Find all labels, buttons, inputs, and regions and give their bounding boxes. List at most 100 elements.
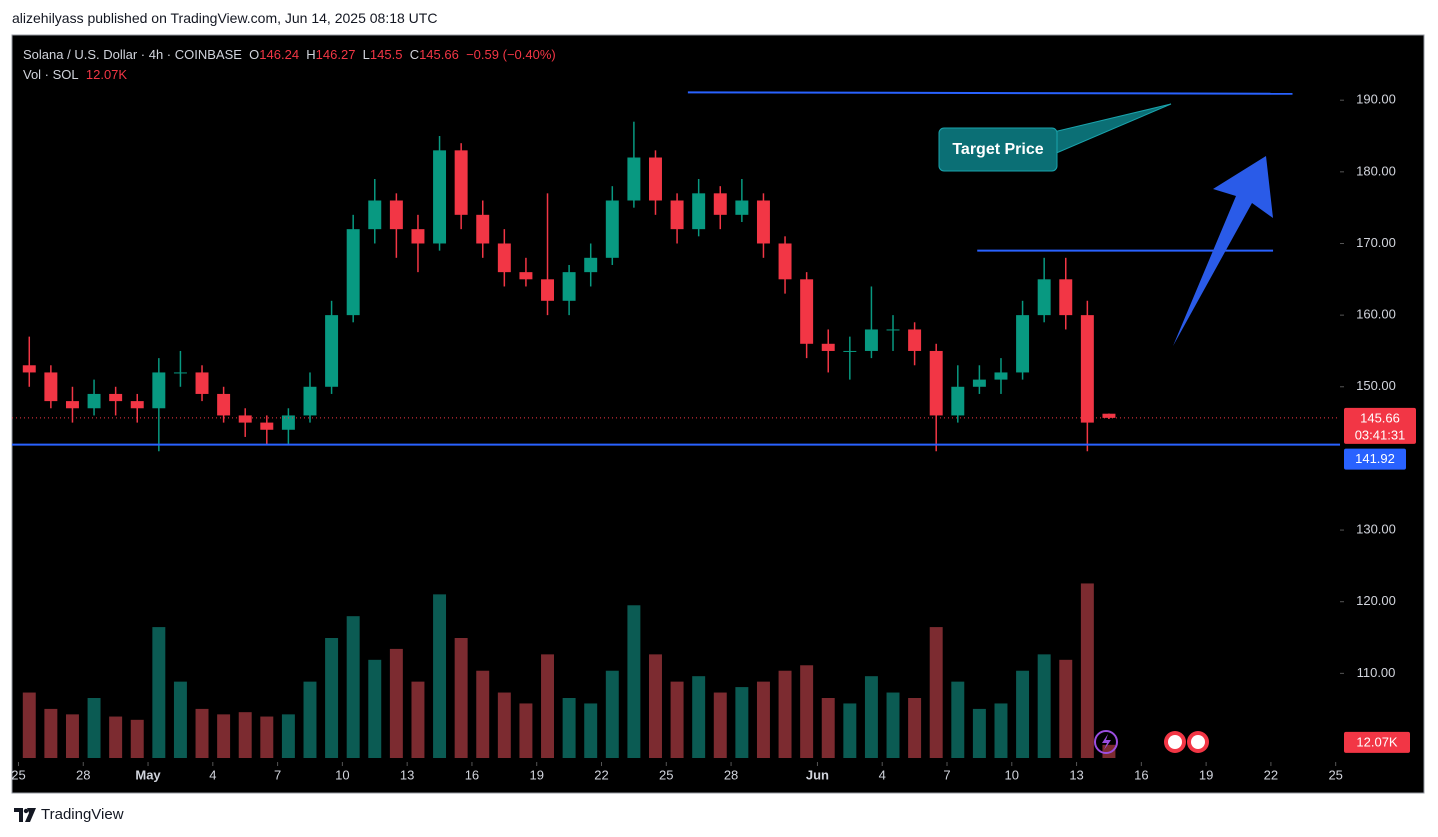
candle-body: [497, 243, 511, 273]
volume-bar: [389, 648, 403, 758]
x-tick-label: 25: [1328, 767, 1342, 782]
y-tick-label: 160.00: [1356, 307, 1396, 322]
volume-bar: [908, 698, 922, 758]
volume-bar: [22, 692, 36, 758]
candle-body: [692, 193, 706, 230]
x-tick-label: 4: [879, 767, 886, 782]
event-icon: [1094, 730, 1118, 754]
candle-body: [281, 415, 295, 430]
volume-bar: [541, 654, 554, 758]
volume-bar: [800, 665, 814, 758]
volume-bar: [65, 714, 79, 758]
volume-bar: [713, 692, 727, 758]
last-price-label: 145.66: [1360, 410, 1400, 425]
last-price-box: [1344, 407, 1416, 444]
x-tick-label: 19: [1199, 767, 1213, 782]
legend-row: Vol · SOL 12.07K: [23, 65, 556, 85]
candle-body: [1016, 315, 1030, 373]
level-box: [1344, 448, 1406, 470]
volume-bar: [281, 714, 295, 758]
candle-body: [389, 200, 403, 230]
candle-body: [1059, 279, 1073, 316]
event-icon: [1191, 735, 1205, 749]
logo: [14, 807, 36, 822]
volume-bar: [130, 719, 144, 758]
volume-bar: [843, 703, 857, 758]
volume-bar: [562, 698, 576, 758]
x-tick-label: 7: [274, 767, 281, 782]
candle-body: [1080, 315, 1094, 423]
volume-bar: [735, 687, 749, 758]
ohlc-letter: L: [362, 47, 370, 62]
change-pct: (−0.40%): [502, 47, 556, 62]
x-tick-label: 28: [724, 767, 738, 782]
candle-body: [217, 393, 231, 416]
y-tick-label: 170.00: [1356, 235, 1396, 250]
x-tick-label: 10: [335, 767, 349, 782]
candle-body: [951, 386, 965, 416]
volume-bar: [497, 692, 511, 758]
volume-bar: [152, 627, 166, 758]
volume-bar: [951, 681, 965, 758]
volume-bar: [217, 714, 231, 758]
header: alizehilyass published on TradingView.co…: [12, 10, 438, 26]
x-tick-label: 13: [400, 767, 414, 782]
x-tick-label: 4: [209, 767, 216, 782]
volume-bar: [821, 698, 835, 758]
y-tick-label: 150.00: [1356, 378, 1396, 393]
volume-bar: [670, 681, 684, 758]
x-tick-label: May: [135, 767, 161, 782]
candle-body: [22, 365, 36, 373]
chart-frame: [11, 34, 1425, 794]
volume-bar: [605, 670, 619, 758]
volume-bar: [346, 616, 360, 758]
event-icon: [1168, 735, 1182, 749]
candle-body: [476, 214, 490, 244]
volume-bar: [584, 703, 598, 758]
volume-bar: [454, 638, 468, 758]
candle-body: [778, 243, 792, 280]
countdown: 03:41:31: [1355, 427, 1406, 442]
candle-body: [195, 372, 209, 394]
volume-bar: [476, 670, 490, 758]
candle-body: [260, 422, 274, 430]
x-tick-label: 22: [1264, 767, 1278, 782]
volume-bar: [303, 681, 317, 758]
candle-body: [972, 379, 986, 387]
volume-bar: [1016, 670, 1030, 758]
candle-body: [886, 329, 900, 331]
candle-body: [929, 350, 943, 416]
y-tick-label: 110.00: [1357, 665, 1396, 680]
candle-body: [238, 415, 252, 423]
x-tick-label: 16: [465, 767, 479, 782]
volume-bar: [433, 594, 447, 758]
volume-value: 12.07K: [85, 67, 128, 82]
volume-bar: [627, 605, 641, 758]
volume-bar: [87, 698, 101, 758]
candle-body: [65, 401, 79, 409]
candle-body: [627, 157, 641, 201]
volume-bar: [368, 659, 382, 758]
candle-body: [994, 372, 1008, 380]
candle-body: [130, 401, 144, 409]
volume-box: [1344, 731, 1410, 753]
candle-body: [670, 200, 684, 230]
y-tick-label: 180.00: [1356, 163, 1396, 178]
ohlc-value: 145.66: [419, 47, 459, 62]
x-tick-label: 28: [76, 767, 90, 782]
volume-bar: [1102, 744, 1116, 758]
event-icon: [1102, 734, 1111, 750]
candle-body: [843, 350, 857, 352]
candle-body: [756, 200, 770, 244]
candle-body: [735, 200, 749, 215]
candle-body: [109, 393, 123, 402]
candle-body: [346, 229, 360, 316]
candle-body: [173, 372, 187, 374]
volume-bar: [109, 716, 123, 758]
volume-bar: [173, 681, 187, 758]
change: −0.59: [466, 47, 499, 62]
symbol: Solana / U.S. Dollar · 4h · COINBASE: [23, 47, 242, 62]
candle-body: [800, 279, 814, 344]
